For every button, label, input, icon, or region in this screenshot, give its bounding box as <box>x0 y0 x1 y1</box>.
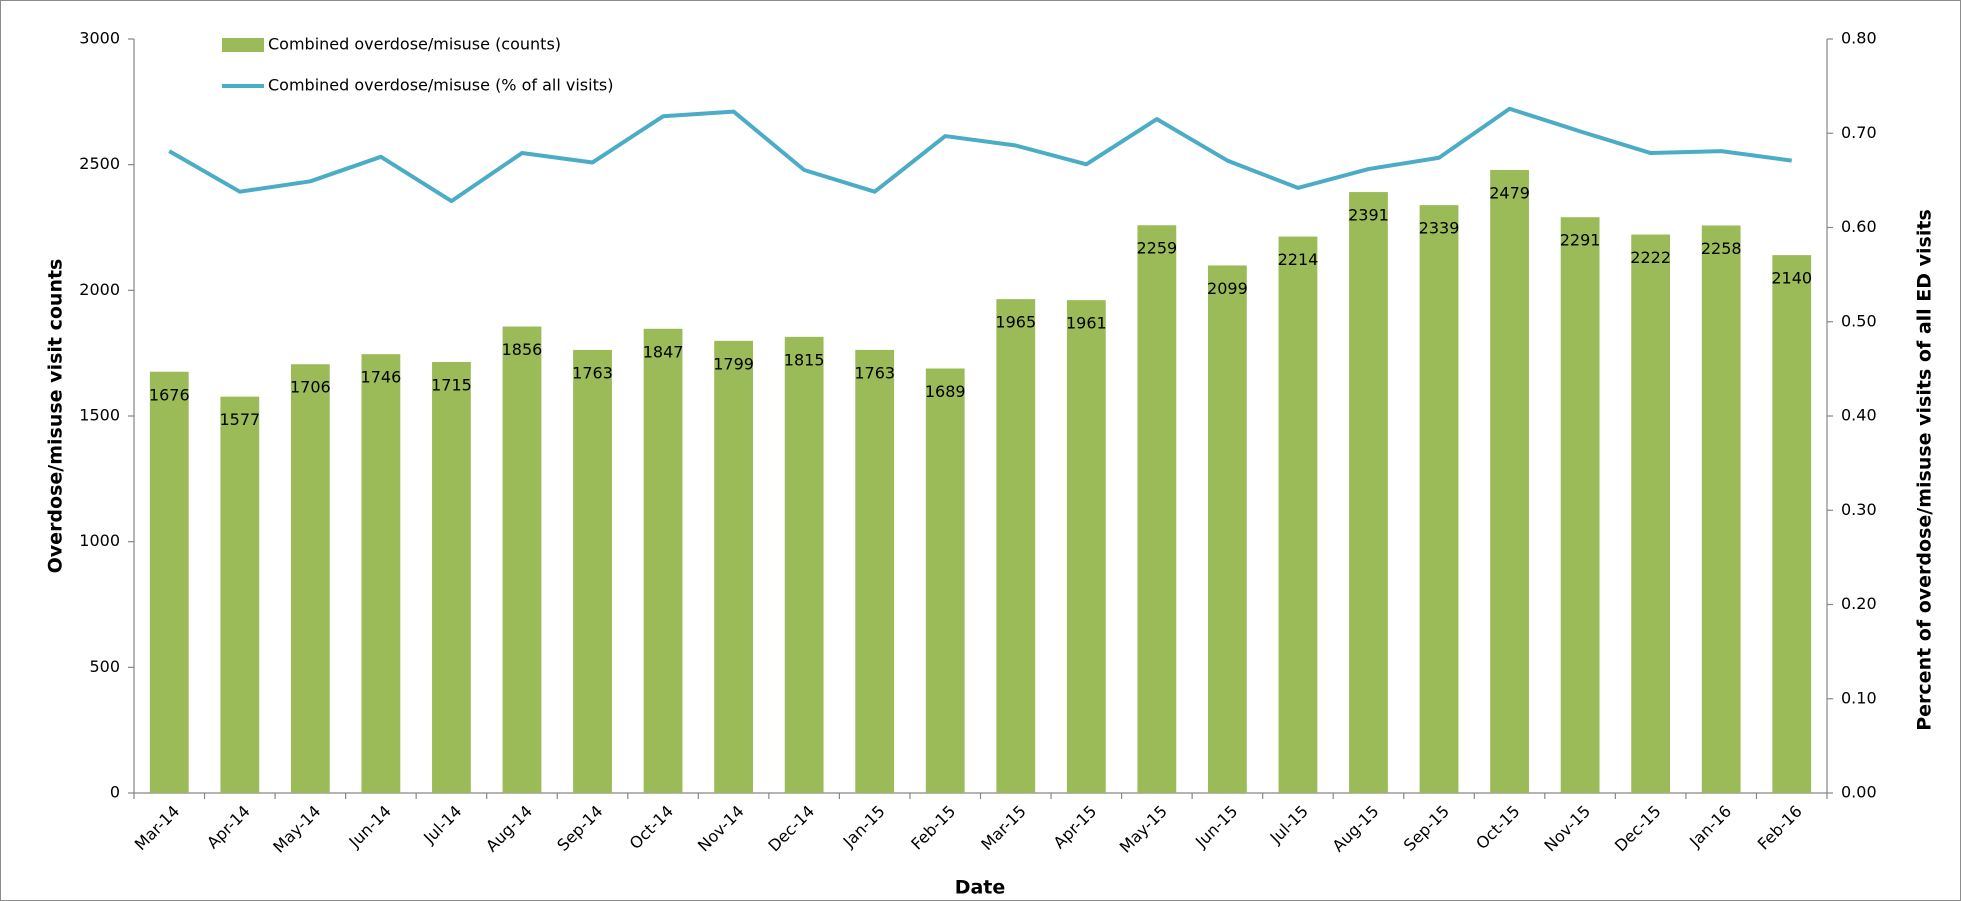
data-label: 1856 <box>502 340 543 359</box>
y-tick-label: 2500 <box>79 154 120 173</box>
y2-tick-label: 0.80 <box>1841 29 1877 48</box>
y-tick-label: 2000 <box>79 280 120 299</box>
data-label: 1847 <box>643 342 684 361</box>
bar <box>220 396 260 793</box>
data-label: 1676 <box>149 385 190 404</box>
y2-tick-label: 0.00 <box>1841 783 1877 802</box>
data-label: 2222 <box>1630 248 1671 267</box>
data-label: 1965 <box>995 313 1036 332</box>
y-tick-label: 1500 <box>79 406 120 425</box>
legend-label: Combined overdose/misuse (counts) <box>268 35 561 54</box>
line <box>168 106 1792 204</box>
data-label: 1577 <box>219 410 260 429</box>
x-axis-label: Date <box>955 877 1006 899</box>
bar <box>1419 205 1459 793</box>
y2-tick-label: 0.60 <box>1841 217 1877 236</box>
bar <box>1701 225 1741 794</box>
bar <box>432 361 471 793</box>
y2-tick-label: 0.20 <box>1841 594 1877 613</box>
data-label: 1763 <box>854 363 895 382</box>
bar <box>502 326 542 793</box>
data-label: 1746 <box>361 368 402 387</box>
y-tick-label: 500 <box>89 657 120 676</box>
data-label: 1715 <box>431 375 472 394</box>
bar <box>149 371 189 793</box>
bar <box>925 368 965 793</box>
bar <box>1560 217 1600 794</box>
bar <box>1278 236 1318 794</box>
data-label: 2140 <box>1771 269 1812 288</box>
bar <box>1207 265 1247 794</box>
data-label: 1763 <box>572 363 613 382</box>
y2-tick-label: 0.10 <box>1841 688 1877 707</box>
legend-label: Combined overdose/misuse (% of all visit… <box>268 76 613 95</box>
data-label: 1689 <box>925 382 966 401</box>
y2-tick-label: 0.50 <box>1841 311 1877 330</box>
y-axis-label: Overdose/misuse visit counts <box>45 259 67 574</box>
y2-axis-label: Percent of overdose/misuse visits of all… <box>1914 209 1936 731</box>
y-tick-label: 3000 <box>79 29 120 48</box>
y-tick-label: 0 <box>110 783 120 802</box>
data-label: 2214 <box>1278 250 1319 269</box>
bar <box>643 328 683 793</box>
data-label: 1799 <box>713 354 754 373</box>
bar <box>855 349 895 793</box>
bar <box>1631 234 1671 793</box>
data-label: 2099 <box>1207 279 1248 298</box>
bar <box>784 336 824 793</box>
bar <box>1066 300 1106 793</box>
bar <box>714 340 754 793</box>
bar <box>1490 169 1529 793</box>
y2-tick-label: 0.30 <box>1841 500 1877 519</box>
data-label: 2339 <box>1419 219 1460 238</box>
data-label: 2258 <box>1701 239 1742 258</box>
bar <box>361 354 401 793</box>
legend-swatch <box>222 38 264 52</box>
data-label: 2291 <box>1560 231 1601 250</box>
data-label: 1706 <box>290 378 331 397</box>
data-label: 1815 <box>784 350 825 369</box>
bar <box>290 364 330 793</box>
bar <box>573 349 612 793</box>
bar <box>996 299 1036 793</box>
data-label: 2391 <box>1348 206 1389 225</box>
bar <box>1137 225 1177 793</box>
y-tick-label: 1000 <box>79 531 120 550</box>
data-label: 2259 <box>1136 239 1177 258</box>
y2-tick-label: 0.40 <box>1841 406 1877 425</box>
bar <box>1772 255 1812 793</box>
data-label: 2479 <box>1489 183 1530 202</box>
y2-tick-label: 0.70 <box>1841 123 1877 142</box>
bar <box>1349 192 1388 793</box>
data-label: 1961 <box>1066 314 1107 333</box>
